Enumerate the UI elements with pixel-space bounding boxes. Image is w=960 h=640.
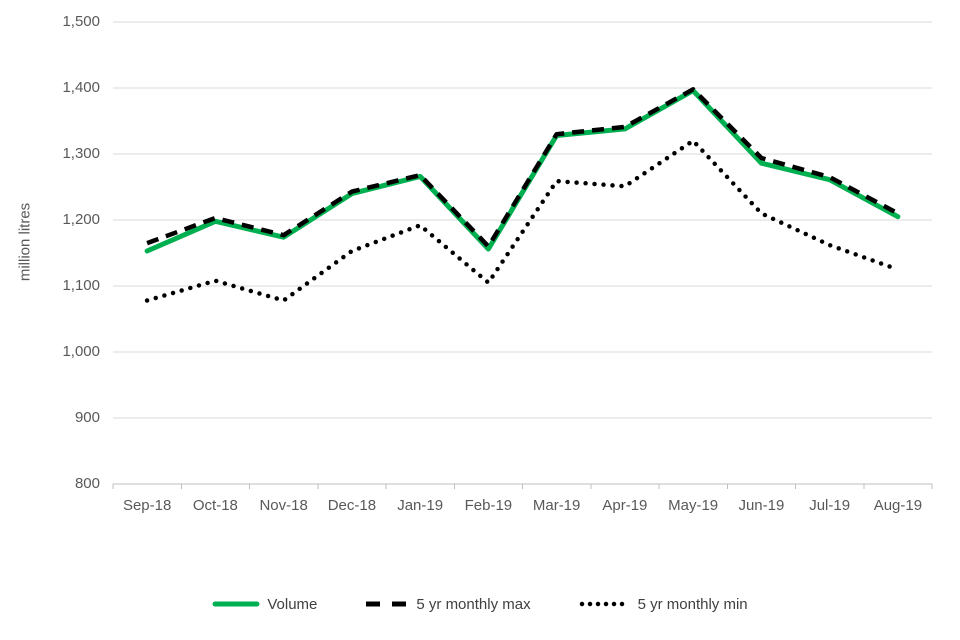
- legend-label-min: 5 yr monthly min: [637, 595, 748, 613]
- series-line-volume: [144, 88, 901, 254]
- min-dotted-swatch-icon: [579, 601, 631, 607]
- y-tick-label: 1,000: [62, 343, 100, 360]
- x-tick-label: Oct-18: [192, 497, 238, 514]
- x-tick-label: Apr-19: [602, 497, 648, 514]
- x-tick-label: Jun-19: [738, 497, 785, 514]
- legend-label-volume: Volume: [267, 595, 318, 613]
- legend-item-volume: Volume: [212, 596, 317, 613]
- y-tick-label: 1,100: [62, 277, 100, 294]
- y-tick-label: 1,200: [62, 211, 100, 228]
- y-tick-label: 1,300: [62, 145, 100, 162]
- series-line-5-yr-monthly-max: [146, 87, 899, 249]
- y-tick-label: 800: [74, 475, 100, 492]
- y-tick-label: 900: [74, 409, 100, 426]
- legend-item-max: 5 yr monthly max: [365, 595, 531, 613]
- legend-label-max: 5 yr monthly max: [416, 595, 531, 613]
- volume-line-swatch-icon: [212, 601, 260, 607]
- x-tick-label: Sep-18: [122, 497, 172, 514]
- legend-item-min: 5 yr monthly min: [579, 596, 748, 613]
- legend: Volume 5 yr monthly max 5 yr monthly min: [0, 592, 960, 616]
- x-tick-label: Feb-19: [464, 497, 513, 514]
- x-tick-label: Nov-18: [259, 497, 308, 514]
- x-tick-label: Jan-19: [397, 497, 444, 514]
- x-tick-label: Mar-19: [532, 497, 581, 514]
- y-tick-label: 1,400: [62, 79, 100, 96]
- x-tick-label: Jul-19: [809, 497, 851, 514]
- x-tick-label: Dec-18: [327, 497, 377, 514]
- series-line-5-yr-monthly-min: [144, 138, 901, 303]
- x-tick-label: Aug-19: [873, 497, 923, 514]
- max-dashed-swatch-icon: [366, 601, 409, 607]
- y-tick-label: 1,500: [62, 13, 100, 30]
- x-tick-label: May-19: [668, 497, 719, 514]
